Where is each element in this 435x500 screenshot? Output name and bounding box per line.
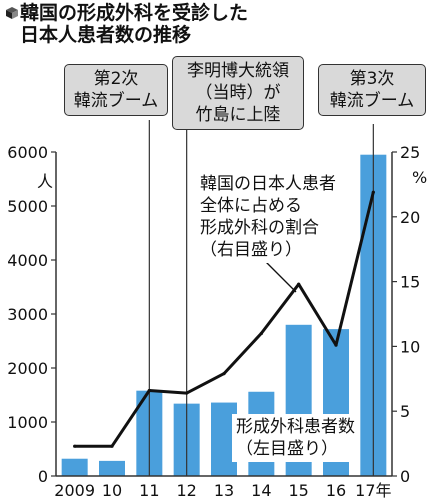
left-tick-label: 5000 [7,197,48,216]
ratio-point [110,444,114,448]
ratio-point [334,343,338,347]
callout-takeshima: 李明博大統領 （当時）が 竹島に上陸 [172,56,304,130]
right-tick-label: 15 [400,273,420,292]
title-text-1: 韓国の形成外科を受診した [20,2,249,24]
x-tick-label: 16 [326,481,346,500]
left-tick-label: 1000 [7,413,48,432]
left-tick-label: 0 [38,467,48,486]
left-tick-label: 6000 [7,143,48,162]
ratio-label-pointer [261,257,297,293]
x-tick-label: 15 [288,481,308,500]
callout-hallyu-2: 第2次 韓流ブーム [64,64,168,116]
right-tick-label: 25 [400,143,420,162]
ratio-series-label-text: 韓国の日本人患者 全体に占める 形成外科の割合 （右目盛り） [200,174,336,260]
cube-icon [6,7,18,19]
callout-hallyu-3-text: 第3次 韓流ブーム [329,69,415,111]
ratio-point [259,331,263,336]
ratio-point [185,391,189,395]
callout-hallyu-2-text: 第2次 韓流ブーム [73,69,159,111]
x-tick-label: 11 [139,481,159,500]
x-tick-label: 13 [214,481,234,500]
bar [99,460,125,476]
ratio-series-label: 韓国の日本人患者 全体に占める 形成外科の割合 （右目盛り） [196,171,340,263]
ratio-point [297,282,301,286]
left-tick-label: 2000 [7,359,48,378]
x-tick-label: 17年 [355,481,391,500]
x-tick-label: 10 [102,481,122,500]
right-tick-label: 10 [400,337,420,356]
chart-title: 韓国の形成外科を受診した 日本人患者数の推移 [6,2,306,46]
ratio-point [147,388,151,393]
x-tick-label: 12 [176,481,196,500]
right-tick-label: 0 [400,467,410,486]
count-series-label-text: 形成外科患者数 （左目盛り） [236,417,355,459]
x-tick-label: 14 [251,481,271,500]
left-unit-label: 人 [37,172,54,191]
right-unit-label: % [412,168,428,187]
left-tick-label: 4000 [7,251,48,270]
left-tick-label: 3000 [7,305,48,324]
ratio-point [371,190,375,194]
title-line-1: 韓国の形成外科を受診した [6,2,306,24]
ratio-point [222,372,226,376]
x-tick-label: 2009 [54,481,95,500]
ratio-point [73,444,77,448]
title-line-2: 日本人患者数の推移 [20,24,192,46]
right-tick-label: 5 [400,402,410,421]
callout-takeshima-text: 李明博大統領 （当時）が 竹島に上陸 [187,61,289,125]
callout-hallyu-3: 第3次 韓流ブーム [318,64,426,116]
right-tick-label: 20 [400,208,420,227]
count-series-label: 形成外科患者数 （左目盛り） [232,414,359,462]
bar [61,458,88,476]
